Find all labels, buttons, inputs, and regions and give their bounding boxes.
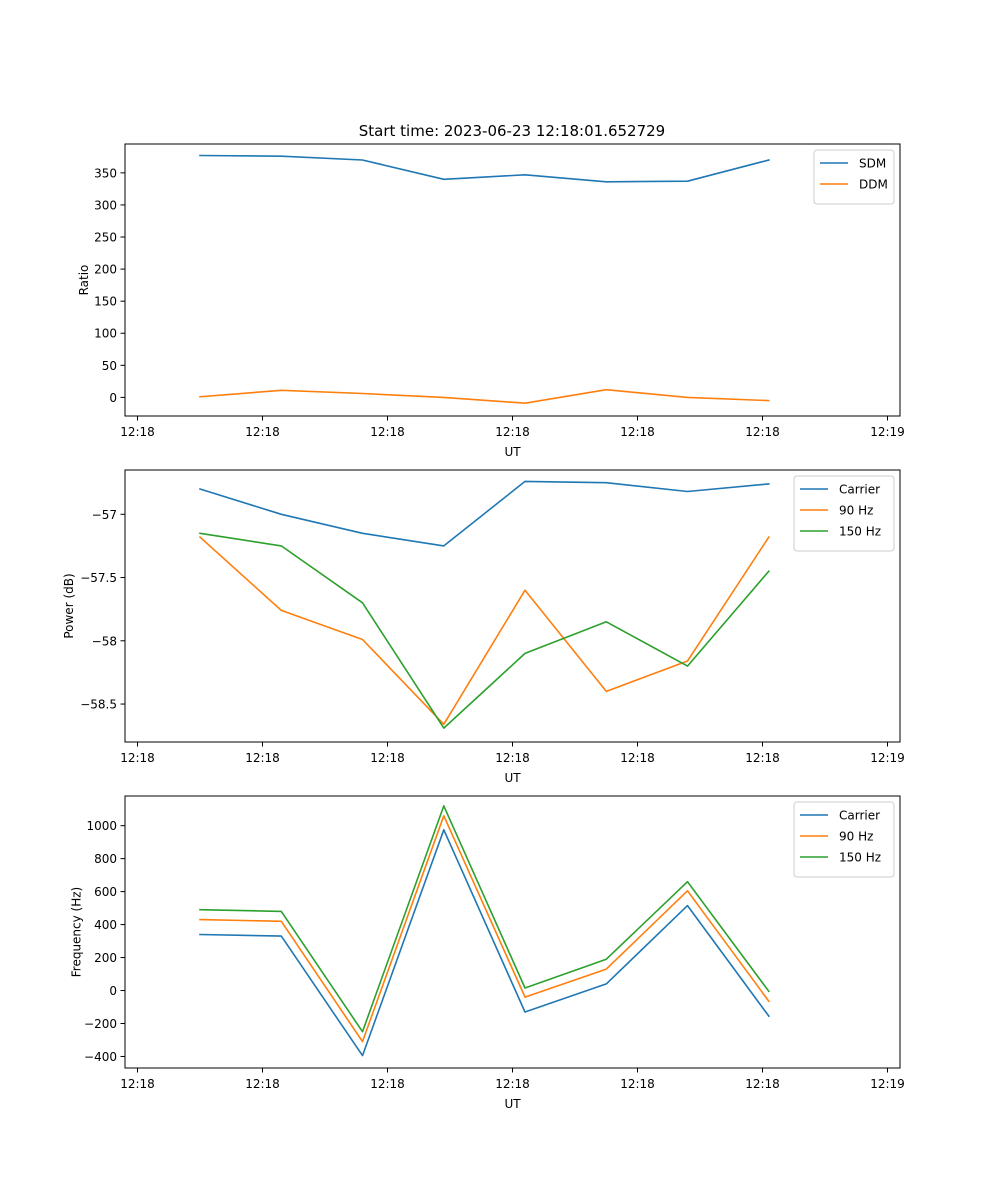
y-tick-label: −200 bbox=[84, 1017, 117, 1031]
subplots: 12:18 12:18 12:18 12:18 12:18 12:18 12:19 UT 0 50… bbox=[62, 143, 905, 1111]
legend-label: 150 Hz bbox=[839, 525, 881, 539]
x-axis: 12:18 12:18 12:18 12:18 12:18 12:18 12:19 UT bbox=[120, 1068, 905, 1111]
legend: Carrier 90 Hz 150 Hz bbox=[793, 475, 895, 552]
subplot-1: 12:18 12:18 12:18 12:18 12:18 12:18 12:19 UT 0 50… bbox=[77, 143, 905, 459]
legend-entry: 90 Hz bbox=[800, 830, 873, 844]
y-tick-label: 350 bbox=[94, 166, 117, 180]
legend-entry: 90 Hz bbox=[800, 504, 873, 518]
y-tick-label: −57.5 bbox=[80, 571, 117, 585]
x-tick-label: 12:18 bbox=[370, 751, 405, 765]
figure-title: Start time: 2023-06-23 12:18:01.652729 bbox=[359, 122, 665, 140]
y-tick-label: 150 bbox=[94, 295, 117, 309]
x-tick-label: 12:19 bbox=[870, 425, 905, 439]
series-lines bbox=[199, 154, 770, 405]
legend: SDM DDM bbox=[813, 149, 895, 205]
x-tick-label: 12:18 bbox=[370, 1077, 405, 1091]
y-tick-label: 300 bbox=[94, 198, 117, 212]
legend-label: Carrier bbox=[839, 809, 880, 823]
series-line-150-hz bbox=[199, 532, 770, 729]
legend-entry: Carrier bbox=[800, 483, 880, 497]
legend-entry: Carrier bbox=[800, 809, 880, 823]
y-tick-label: −400 bbox=[84, 1050, 117, 1064]
legend-label: Carrier bbox=[839, 483, 880, 497]
series-line-carrier bbox=[199, 828, 770, 1057]
x-tick-label: 12:18 bbox=[495, 425, 530, 439]
series-line-90-hz bbox=[199, 814, 770, 1043]
legend-entry: 150 Hz bbox=[800, 525, 881, 539]
x-tick-label: 12:18 bbox=[745, 1077, 780, 1091]
x-tick-label: 12:18 bbox=[245, 425, 280, 439]
x-tick-label: 12:18 bbox=[745, 751, 780, 765]
y-tick-label: −58 bbox=[92, 634, 117, 648]
series-line-sdm bbox=[199, 154, 770, 183]
y-tick-label: 200 bbox=[94, 951, 117, 965]
y-tick-label: 250 bbox=[94, 231, 117, 245]
x-tick-label: 12:18 bbox=[370, 425, 405, 439]
y-tick-label: 400 bbox=[94, 918, 117, 932]
y-tick-label: 1000 bbox=[86, 819, 117, 833]
x-axis-label: UT bbox=[504, 771, 521, 785]
legend-label: DDM bbox=[859, 178, 888, 192]
y-tick-label: 0 bbox=[109, 391, 117, 405]
y-axis: 0 50 100 150 200 250 300 350 Ratio bbox=[77, 166, 125, 405]
x-axis: 12:18 12:18 12:18 12:18 12:18 12:18 12:19 UT bbox=[120, 742, 905, 785]
y-tick-label: −58.5 bbox=[80, 698, 117, 712]
x-axis-label: UT bbox=[504, 1097, 521, 1111]
subplot-3: 12:18 12:18 12:18 12:18 12:18 12:18 12:19 UT −40… bbox=[70, 795, 905, 1111]
y-tick-label: 100 bbox=[94, 327, 117, 341]
y-tick-label: 600 bbox=[94, 885, 117, 899]
series-line-150-hz bbox=[199, 805, 770, 1033]
series-lines bbox=[199, 805, 770, 1057]
legend-label: 150 Hz bbox=[839, 851, 881, 865]
legend-label: SDM bbox=[859, 157, 886, 171]
legend: Carrier 90 Hz 150 Hz bbox=[793, 801, 895, 878]
legend-entry: 150 Hz bbox=[800, 851, 881, 865]
x-tick-label: 12:18 bbox=[120, 1077, 155, 1091]
x-tick-label: 12:18 bbox=[745, 425, 780, 439]
x-axis-label: UT bbox=[504, 445, 521, 459]
legend-label: 90 Hz bbox=[839, 830, 873, 844]
x-tick-label: 12:18 bbox=[245, 751, 280, 765]
x-tick-label: 12:18 bbox=[495, 1077, 530, 1091]
y-tick-label: −57 bbox=[92, 508, 117, 522]
y-tick-label: 50 bbox=[102, 359, 117, 373]
series-line-ddm bbox=[199, 388, 770, 405]
y-axis-label: Frequency (Hz) bbox=[70, 887, 84, 978]
x-tick-label: 12:18 bbox=[245, 1077, 280, 1091]
x-tick-label: 12:19 bbox=[870, 1077, 905, 1091]
series-line-carrier bbox=[198, 480, 770, 547]
y-axis-label: Ratio bbox=[77, 265, 91, 296]
x-tick-label: 12:18 bbox=[120, 751, 155, 765]
y-axis-label: Power (dB) bbox=[62, 573, 76, 638]
y-tick-label: 800 bbox=[94, 852, 117, 866]
legend-box bbox=[793, 475, 895, 552]
series-lines bbox=[198, 480, 770, 729]
y-axis: −57 −57.5 −58 −58.5 Power (dB) bbox=[62, 508, 125, 712]
x-tick-label: 12:19 bbox=[870, 751, 905, 765]
legend-entry: SDM bbox=[820, 157, 886, 171]
y-tick-label: 0 bbox=[109, 984, 117, 998]
y-axis: −400 −200 0 200 400 600 800 1000 Frequency (Hz) bbox=[70, 819, 125, 1064]
legend-entry: DDM bbox=[820, 178, 888, 192]
legend-box bbox=[793, 801, 895, 878]
x-tick-label: 12:18 bbox=[495, 751, 530, 765]
x-tick-label: 12:18 bbox=[620, 751, 655, 765]
x-tick-label: 12:18 bbox=[620, 1077, 655, 1091]
series-line-90-hz bbox=[198, 535, 770, 726]
x-tick-label: 12:18 bbox=[120, 425, 155, 439]
subplot-2: 12:18 12:18 12:18 12:18 12:18 12:18 12:19 UT −57… bbox=[62, 469, 905, 785]
y-tick-label: 200 bbox=[94, 263, 117, 277]
legend-label: 90 Hz bbox=[839, 504, 873, 518]
x-tick-label: 12:18 bbox=[620, 425, 655, 439]
x-axis: 12:18 12:18 12:18 12:18 12:18 12:18 12:19 UT bbox=[120, 416, 905, 459]
